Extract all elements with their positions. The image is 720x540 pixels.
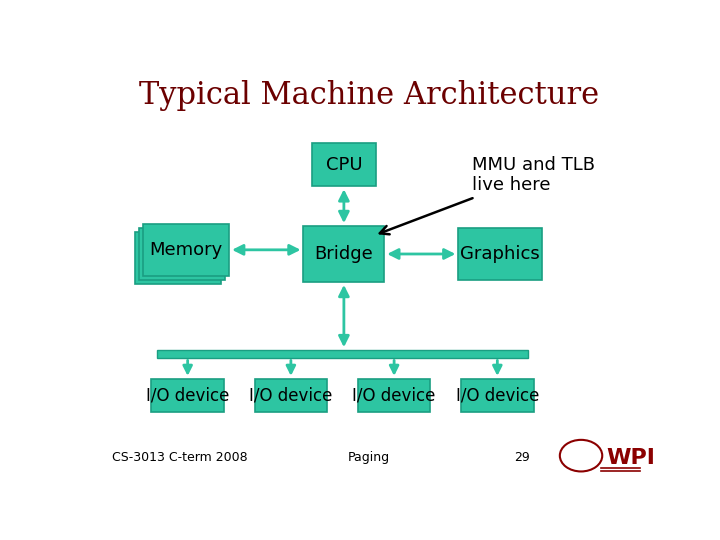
FancyBboxPatch shape — [143, 224, 229, 276]
Text: 29: 29 — [514, 451, 530, 464]
Text: I/O device: I/O device — [146, 386, 230, 404]
Text: I/O device: I/O device — [456, 386, 539, 404]
Text: MMU and TLB
live here: MMU and TLB live here — [379, 156, 595, 234]
FancyBboxPatch shape — [312, 143, 376, 186]
Text: WPI: WPI — [606, 448, 655, 468]
Text: Graphics: Graphics — [460, 245, 540, 263]
FancyBboxPatch shape — [255, 379, 327, 412]
Text: I/O device: I/O device — [249, 386, 333, 404]
FancyBboxPatch shape — [135, 232, 222, 284]
FancyBboxPatch shape — [358, 379, 431, 412]
FancyBboxPatch shape — [139, 228, 225, 280]
Text: Memory: Memory — [149, 241, 222, 259]
Text: I/O device: I/O device — [352, 386, 436, 404]
Text: Bridge: Bridge — [315, 245, 373, 263]
FancyBboxPatch shape — [461, 379, 534, 412]
Text: CS-3013 C-term 2008: CS-3013 C-term 2008 — [112, 451, 248, 464]
FancyBboxPatch shape — [157, 350, 528, 357]
Text: Typical Machine Architecture: Typical Machine Architecture — [139, 80, 599, 111]
Text: CPU: CPU — [325, 156, 362, 173]
FancyBboxPatch shape — [459, 228, 542, 280]
FancyBboxPatch shape — [303, 226, 384, 282]
FancyBboxPatch shape — [151, 379, 224, 412]
Text: Paging: Paging — [348, 451, 390, 464]
